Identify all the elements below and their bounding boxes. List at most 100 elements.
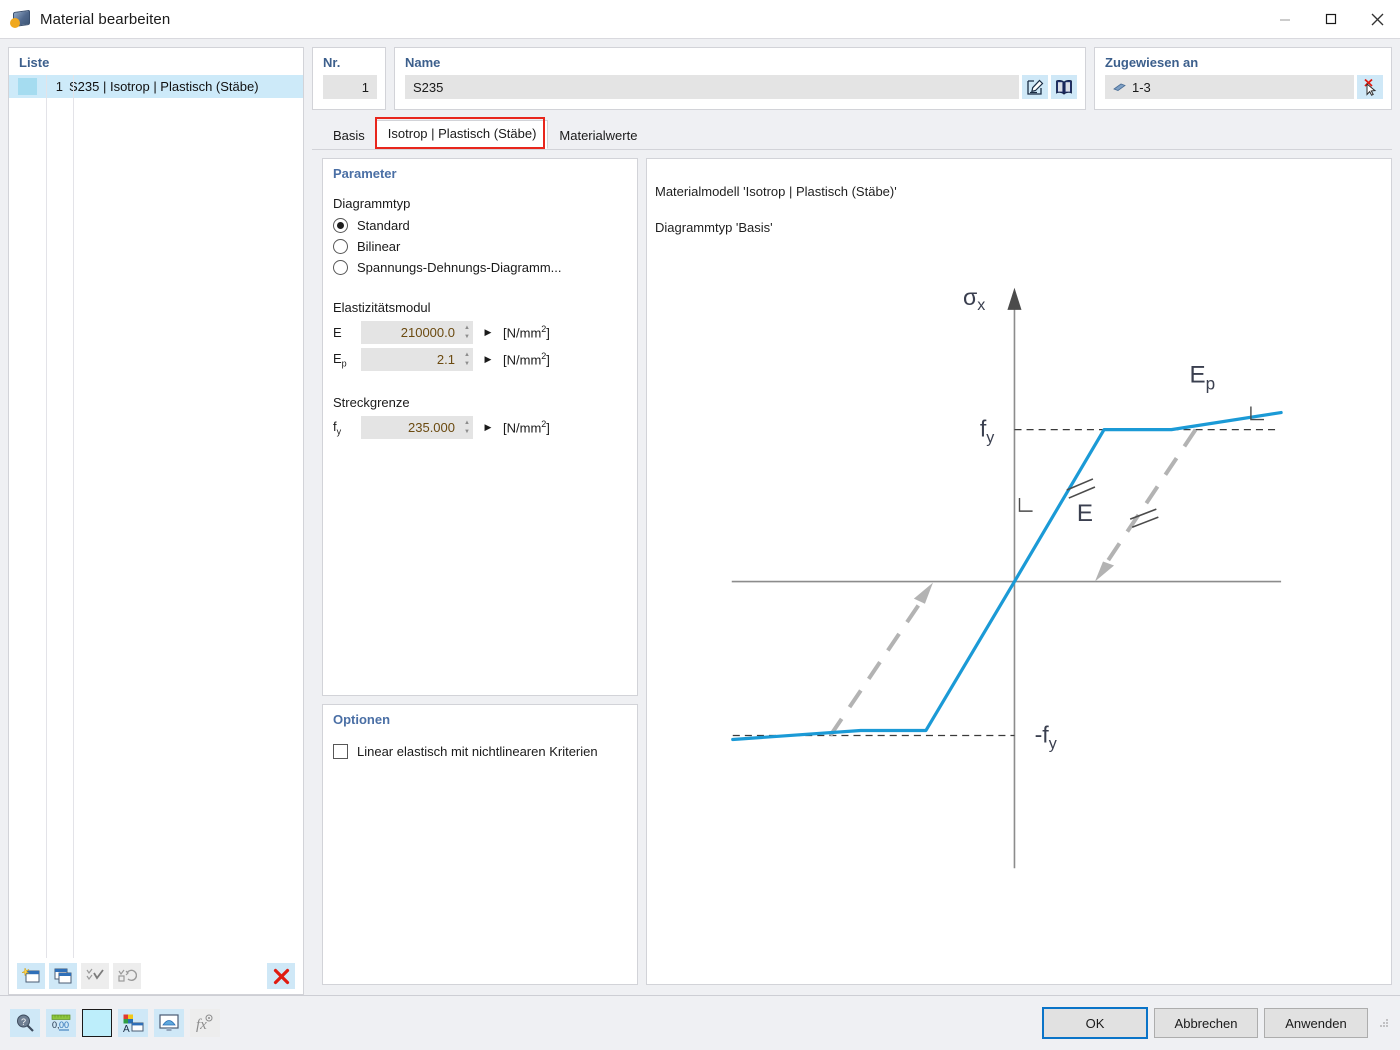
parallel-marks-solid (1066, 478, 1096, 499)
radio-spannungs-dehnungs[interactable]: Spannungs-Dehnungs-Diagramm... (323, 257, 637, 278)
left-column: Liste 1 S235 | Isotrop | Plastisch (Stäb… (8, 47, 304, 995)
cancel-button[interactable]: Abbrechen (1154, 1008, 1258, 1038)
list-item[interactable]: 1 S235 | Isotrop | Plastisch (Stäbe) (9, 75, 303, 98)
angle-marker-E (1018, 498, 1033, 512)
parameter-panel: Parameter Diagrammtyp Standard Bilinear (322, 158, 638, 696)
color-swatch-button[interactable] (82, 1009, 112, 1037)
display-properties-icon[interactable]: A (118, 1009, 148, 1037)
parameter-title: Parameter (333, 166, 397, 181)
assigned-to-input[interactable]: 1-3 (1105, 75, 1354, 99)
parameter-column: Parameter Diagrammtyp Standard Bilinear (322, 158, 638, 985)
checkbox-linear-elastic-row[interactable]: Linear elastisch mit nichtlinearen Krite… (323, 732, 637, 759)
axis-label-sigma-x: σx (963, 284, 985, 314)
label-neg-fy: -fy (1035, 722, 1057, 753)
units-decimals-icon[interactable]: 0, 00 (46, 1009, 76, 1037)
field-fy-dropdown-icon[interactable]: ▶ (484, 422, 492, 432)
unloading-path-negative (828, 597, 925, 737)
edit-pencil-icon[interactable] (1022, 75, 1048, 99)
svg-text:A: A (123, 1024, 130, 1033)
radio-bilinear-label: Bilinear (357, 239, 401, 254)
nr-input[interactable]: 1 (323, 75, 377, 99)
radio-standard[interactable]: Standard (323, 215, 637, 236)
field-fy-symbol: fy (333, 418, 342, 437)
radio-bilinear-indicator[interactable] (333, 239, 348, 254)
field-fy-value[interactable]: 235.000 (408, 420, 455, 435)
list-item-number: 1 (55, 79, 63, 94)
tab-isotrop-plastisch[interactable]: Isotrop | Plastisch (Stäbe) (375, 120, 549, 149)
field-Ep-dropdown-icon[interactable]: ▶ (484, 354, 492, 364)
svg-text:00: 00 (59, 1020, 69, 1030)
assigned-to-value: 1-3 (1132, 79, 1151, 95)
liste-rows: 1 S235 | Isotrop | Plastisch (Stäbe) (9, 75, 303, 958)
unloading-arrow-negative (913, 582, 933, 604)
name-input[interactable]: S235 (405, 75, 1019, 99)
duplicate-material-icon[interactable] (49, 963, 77, 989)
radio-standard-indicator[interactable] (333, 218, 348, 233)
right-column: Nr. 1 Name S235 (312, 47, 1392, 995)
label-fy: fy (980, 416, 994, 447)
minimize-button[interactable] (1262, 1, 1308, 38)
checkbox-linear-elastic[interactable] (333, 744, 348, 759)
radio-spannungs-dehnungs-indicator[interactable] (333, 260, 348, 275)
y-axis-arrow (1007, 287, 1022, 310)
close-button[interactable] (1354, 1, 1400, 38)
field-fy-stepper[interactable]: ▲ ▼ (464, 419, 470, 435)
field-E-spinner[interactable]: 210000.0 ▲ ▼ (361, 321, 473, 344)
ok-button[interactable]: OK (1042, 1007, 1148, 1039)
select-all-icon (81, 963, 109, 989)
field-E-stepper[interactable]: ▲ ▼ (464, 324, 470, 340)
field-Ep-stepper[interactable]: ▲ ▼ (464, 351, 470, 367)
diagram-caption: Materialmodell 'Isotrop | Plastisch (Stä… (655, 165, 897, 237)
material-library-icon[interactable] (1051, 75, 1077, 99)
options-title: Optionen (333, 712, 391, 727)
field-Ep-value[interactable]: 2.1 (436, 352, 455, 367)
label-Ep: Ep (1190, 361, 1216, 393)
new-material-icon[interactable] (17, 963, 45, 989)
field-fy-spinner[interactable]: 235.000 ▲ ▼ (361, 416, 473, 439)
tab-content: Parameter Diagrammtyp Standard Bilinear (312, 149, 1392, 995)
material-color-swatch[interactable] (18, 78, 37, 95)
pick-objects-icon[interactable] (1357, 75, 1383, 99)
maximize-button[interactable] (1308, 1, 1354, 38)
delete-material-icon[interactable] (267, 963, 295, 989)
options-panel: Optionen Linear elastisch mit nichtlinea… (322, 704, 638, 985)
apply-button[interactable]: Anwenden (1264, 1008, 1368, 1038)
radio-bilinear[interactable]: Bilinear (323, 236, 637, 257)
app-icon (10, 8, 32, 30)
field-Ep: Ep 2.1 ▲ ▼ ▶ [N/mm2] (323, 346, 637, 373)
label-E: E (1077, 500, 1093, 527)
top-fields-row: Nr. 1 Name S235 (312, 47, 1392, 110)
resize-grip[interactable] (1378, 1017, 1390, 1029)
diagram-caption-line1: Materialmodell 'Isotrop | Plastisch (Stä… (655, 184, 897, 199)
svg-text:0,: 0, (52, 1020, 60, 1030)
rendering-settings-icon[interactable] (154, 1009, 184, 1037)
tab-materialwerte[interactable]: Materialwerte (559, 128, 638, 143)
material-diagram-panel: Materialmodell 'Isotrop | Plastisch (Stä… (646, 158, 1392, 985)
assigned-to-title: Zugewiesen an (1105, 55, 1199, 70)
radio-standard-label: Standard (357, 218, 410, 233)
field-E: E 210000.0 ▲ ▼ ▶ [N/mm2] (323, 319, 637, 346)
field-E-dropdown-icon[interactable]: ▶ (484, 327, 492, 337)
liste-panel: Liste 1 S235 | Isotrop | Plastisch (Stäb… (8, 47, 304, 995)
tab-basis[interactable]: Basis (333, 128, 365, 143)
title-bar: Material bearbeiten (0, 0, 1400, 39)
info-magnifier-icon[interactable]: ? (10, 1009, 40, 1037)
field-fy-unit: [N/mm2] (503, 419, 550, 436)
window-title: Material bearbeiten (40, 10, 171, 28)
stress-strain-diagram: σx fy -fy E Ep (731, 284, 1283, 869)
field-fy: fy 235.000 ▲ ▼ ▶ [N/mm2] (323, 414, 637, 441)
parallel-marks-dashed (1129, 508, 1159, 528)
elasticity-modulus-label: Elastizitätsmodul (333, 300, 431, 315)
field-E-symbol: E (333, 325, 342, 340)
nr-title: Nr. (323, 55, 341, 70)
field-E-value[interactable]: 210000.0 (400, 325, 455, 340)
bottom-bar: ? 0, 00 A (0, 995, 1400, 1050)
name-title: Name (405, 55, 441, 70)
invert-selection-icon (113, 963, 141, 989)
field-Ep-spinner[interactable]: 2.1 ▲ ▼ (361, 348, 473, 371)
nr-panel: Nr. 1 (312, 47, 386, 110)
stress-strain-curve (731, 410, 1283, 742)
checkbox-linear-elastic-label: Linear elastisch mit nichtlinearen Krite… (357, 744, 598, 759)
angle-marker-Ep (1250, 406, 1264, 421)
